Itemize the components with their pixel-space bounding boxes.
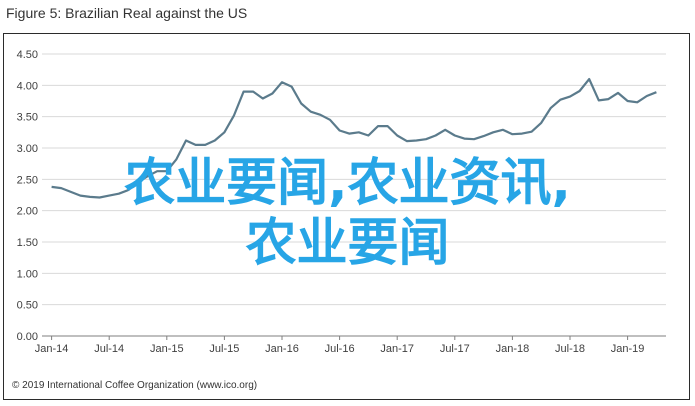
y-tick-label: 3.50 bbox=[17, 112, 38, 124]
y-tick-label: 0.50 bbox=[17, 300, 38, 312]
grid-lines bbox=[42, 53, 666, 306]
y-tick-label: 1.50 bbox=[17, 237, 38, 249]
y-tick-label: 4.00 bbox=[17, 80, 38, 92]
overlay-watermark-line1: 农业要闻,农业资讯, bbox=[124, 154, 571, 213]
y-tick-label: 0.00 bbox=[17, 331, 38, 343]
series-layer bbox=[51, 77, 657, 199]
figure-frame: 0.00 0.50 1.00 1.50 2.00 2.50 3.00 3.50 4.00 4.50… bbox=[3, 33, 690, 400]
x-tick-label: Jul-16 bbox=[325, 343, 355, 355]
x-tick-label: Jan-18 bbox=[496, 343, 530, 355]
x-tick-label: Jan-17 bbox=[380, 343, 414, 355]
x-axis-ticks: Jan-14 Jul-14 Jan-15 Jul-15 Jan-16 Jul-16 Jan-… bbox=[35, 336, 645, 355]
overlay-watermark-line2: 农业要闻 bbox=[245, 214, 450, 273]
x-tick-label: Jan-16 bbox=[265, 343, 299, 355]
figure-title: Figure 5: Brazilian Real against the US bbox=[6, 5, 248, 21]
x-tick-label: Jan-14 bbox=[35, 343, 69, 355]
x-tick-label: Jul-14 bbox=[94, 343, 124, 355]
y-tick-label: 2.00 bbox=[17, 206, 38, 218]
y-tick-label: 2.50 bbox=[17, 174, 38, 186]
x-tick-label: Jan-19 bbox=[611, 343, 645, 355]
y-axis-ticks: 0.00 0.50 1.00 1.50 2.00 2.50 3.00 3.50 4.00 4.50 bbox=[17, 49, 38, 343]
x-tick-label: Jul-17 bbox=[440, 343, 470, 355]
x-tick-label: Jul-18 bbox=[555, 343, 585, 355]
copyright-notice: © 2019 International Coffee Organization… bbox=[12, 380, 258, 391]
y-tick-label: 1.00 bbox=[17, 268, 38, 280]
y-tick-label: 4.50 bbox=[17, 49, 38, 61]
y-tick-label: 3.00 bbox=[17, 143, 38, 155]
series-line-brl-usd bbox=[51, 77, 657, 199]
chart-plot: 0.00 0.50 1.00 1.50 2.00 2.50 3.00 3.50 4.00 4.50… bbox=[17, 49, 666, 355]
x-tick-label: Jan-15 bbox=[150, 343, 184, 355]
x-tick-label: Jul-15 bbox=[209, 343, 239, 355]
